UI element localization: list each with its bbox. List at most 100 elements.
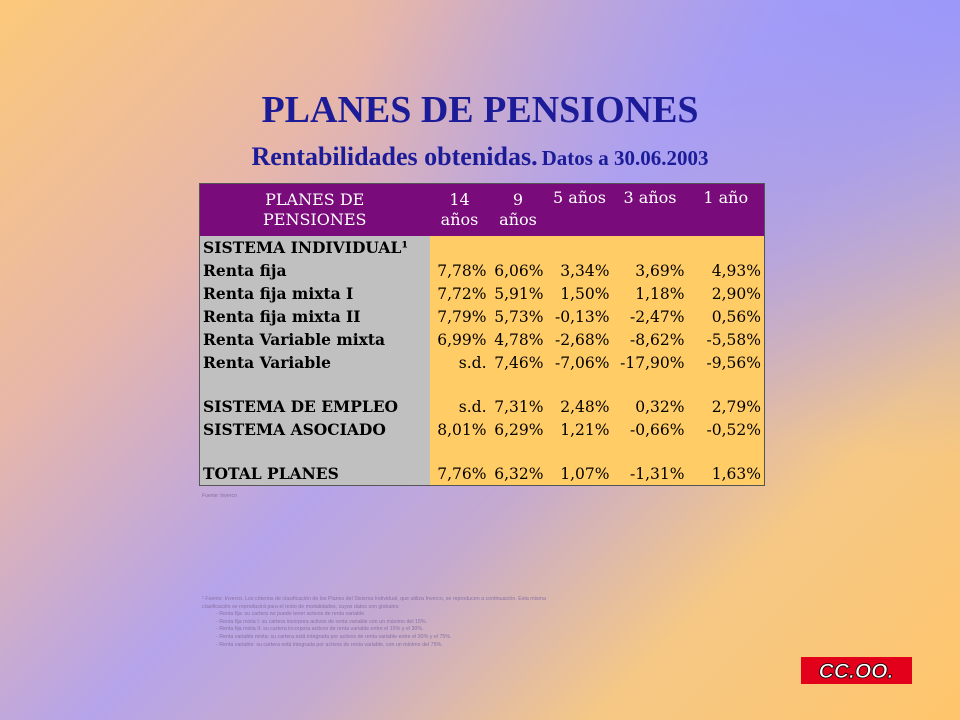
table-row: Renta fija mixta II 7,79% 5,73% -0,13% -2,47… [199,305,765,328]
row-value: 7,78% [429,259,490,282]
table-row: SISTEMA INDIVIDUAL¹ [199,236,765,259]
row-label: TOTAL PLANES [199,462,430,486]
row-label: Renta fija [199,259,430,282]
row-label [199,441,430,462]
header-1-year: 1 año [687,183,765,236]
row-value [546,441,613,462]
ccoo-logo-text: CC.OO. [819,660,894,682]
row-value: 3,34% [546,259,613,282]
row-value: 1,50% [546,282,613,305]
table-header-row: PLANES DE PENSIONES 14 años 9 años 5 año… [199,183,765,236]
row-value [687,374,765,395]
ccoo-logo-mark: CC.OO. [818,660,894,682]
row-value: 0,56% [687,305,765,328]
row-value: 7,79% [429,305,490,328]
source-note: Fuente: Inverco [202,493,237,499]
row-value [429,374,490,395]
row-value: 1,63% [687,462,765,486]
row-value: 1,07% [546,462,613,486]
row-value [489,441,547,462]
table-row: SISTEMA DE EMPLEO s.d. 7,31% 2,48% 0,32% 2,79… [199,395,765,418]
row-value: 7,76% [429,462,490,486]
row-label: Renta Variable mixta [199,328,430,351]
row-value: 2,90% [687,282,765,305]
row-value: -9,56% [687,351,765,374]
subtitle-date: Datos a 30.06.2003 [541,146,709,170]
row-label: SISTEMA ASOCIADO [199,418,430,441]
row-value: s.d. [429,395,490,418]
slide-title: PLANES DE PENSIONES [261,89,699,131]
row-value [612,441,688,462]
table-row: Renta Variable s.d. 7,46% -7,06% -17,90% -9,5… [199,351,765,374]
footnote-line: - Renta fija: su cartera no puede tener … [216,611,366,618]
header-plan: PLANES DE PENSIONES [199,183,430,236]
row-value: 0,32% [612,395,688,418]
row-value: 2,79% [687,395,765,418]
row-value [612,374,688,395]
row-value [612,236,688,259]
row-value: s.d. [429,351,490,374]
row-value: -0,13% [546,305,613,328]
row-value: -0,52% [687,418,765,441]
header-5-years: 5 años [546,183,613,236]
header-3-years: 3 años [612,183,688,236]
row-label: SISTEMA INDIVIDUAL¹ [199,236,430,259]
row-value: -0,66% [612,418,688,441]
slide-subtitle: Rentabilidades obtenidas. Datos a 30.06.… [0,142,960,172]
row-value: 7,46% [489,351,547,374]
row-value [489,374,547,395]
footnote-line: ¹ Fuente: Inverco. Los criterios de clas… [202,596,546,602]
row-value: -17,90% [612,351,688,374]
row-value: -2,68% [546,328,613,351]
row-value: -7,06% [546,351,613,374]
row-value [429,236,490,259]
table-row-blank [199,374,765,395]
row-value: 6,99% [429,328,490,351]
row-value [489,236,547,259]
row-value: -5,58% [687,328,765,351]
pension-returns-table: PLANES DE PENSIONES 14 años 9 años 5 año… [199,183,765,486]
row-value [546,236,613,259]
row-label: Renta fija mixta I [199,282,430,305]
table-row-blank [199,441,765,462]
footnote-line: - Renta fija mixta I: su cartera incorpo… [216,618,428,625]
footnote-line: - Renta fija mixta II: su cartera incorp… [216,626,424,633]
row-label [199,374,430,395]
footnote-line: clasificación se reproducirá para el res… [202,603,400,610]
row-value: -1,31% [612,462,688,486]
row-value: 2,48% [546,395,613,418]
row-value: 7,31% [489,395,547,418]
row-value [687,236,765,259]
row-value: 4,78% [489,328,547,351]
row-value: 7,72% [429,282,490,305]
footnote-line: - Renta variable mixta: su cartera está … [216,633,452,640]
row-value: 5,91% [489,282,547,305]
row-value: 1,18% [612,282,688,305]
header-14-years: 14 años [429,183,490,236]
row-label: Renta Variable [199,351,430,374]
row-value [687,441,765,462]
row-value [546,374,613,395]
table-row: Renta fija 7,78% 6,06% 3,34% 3,69% 4,93% [199,259,765,282]
row-value: -2,47% [612,305,688,328]
row-value: 8,01% [429,418,490,441]
row-value: 4,93% [687,259,765,282]
row-value: 6,29% [489,418,547,441]
ccoo-logo: CC.OO. [801,657,912,684]
header-9-years: 9 años [489,183,547,236]
row-label: SISTEMA DE EMPLEO [199,395,430,418]
table-row: Renta fija mixta I 7,72% 5,91% 1,50% 1,18% 2,… [199,282,765,305]
row-value: 5,73% [489,305,547,328]
row-value: 6,06% [489,259,547,282]
subtitle-main: Rentabilidades obtenidas. [251,142,538,171]
table-row: SISTEMA ASOCIADO 8,01% 6,29% 1,21% -0,66% -0,… [199,418,765,441]
footnote: ¹ Fuente: Inverco. Los criterios de clas… [202,596,662,649]
row-label: Renta fija mixta II [199,305,430,328]
row-value [429,441,490,462]
footnote-line: - Renta variable: su cartera está integr… [216,641,443,648]
row-value: 3,69% [612,259,688,282]
row-value: -8,62% [612,328,688,351]
table-row: TOTAL PLANES 7,76% 6,32% 1,07% -1,31% 1,63% [199,462,765,486]
table-row: Renta Variable mixta 6,99% 4,78% -2,68% -8,6… [199,328,765,351]
row-value: 1,21% [546,418,613,441]
